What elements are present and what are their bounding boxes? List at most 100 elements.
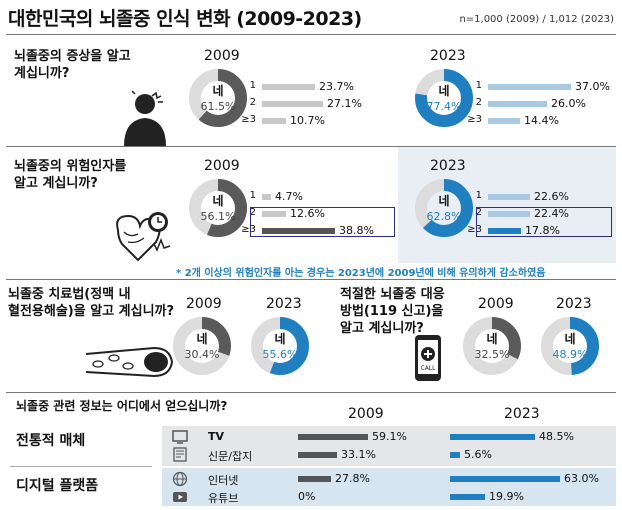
section-divider-3	[6, 392, 616, 393]
symptoms-year-2023: 2023	[430, 48, 466, 64]
section-divider-1	[6, 146, 616, 147]
bar-row: 2 12.6%	[250, 207, 412, 221]
source-bar-2023	[450, 476, 560, 482]
donut-percent: 56.1%	[200, 210, 236, 223]
risk-year-2009: 2009	[204, 158, 240, 174]
donut-yes-label: 네	[274, 332, 286, 346]
donut-yes-label: 네	[196, 332, 208, 346]
donut-percent: 32.5%	[474, 348, 510, 361]
donut-slice	[415, 69, 473, 127]
bar-row: ≥3 38.8%	[241, 224, 412, 238]
source-label: 유튜브	[208, 492, 239, 505]
bar	[488, 101, 547, 107]
d-sym-23-svg	[415, 69, 473, 127]
symptoms-year-2009: 2009	[204, 48, 240, 64]
treatment-year-2023: 2023	[266, 296, 302, 312]
bar-value-label: 22.4%	[534, 207, 569, 220]
risk-2023-panel	[398, 147, 616, 263]
bar-row: 2 22.4%	[476, 207, 622, 221]
bar-category-label: ≥3	[467, 224, 482, 235]
risk-donut-2023: 네 62.8%	[414, 178, 474, 242]
donut-label: 네 48.9%	[540, 332, 600, 362]
heart-clock-icon	[116, 212, 171, 262]
bar-category-label: 1	[249, 190, 256, 201]
traditional-media-band	[162, 426, 616, 466]
bar-category-label: ≥3	[467, 114, 482, 125]
donut-label: 네 55.6%	[250, 332, 310, 362]
bar-row: ≥3 14.4%	[467, 114, 622, 128]
source-value-2023: 63.0%	[564, 472, 599, 485]
bar-value-label: 38.8%	[339, 224, 374, 237]
bar-category-label: 2	[249, 97, 256, 108]
response-question-line2: 방법(119 신고)을	[340, 304, 444, 319]
digital-platform-label: 디지털 플랫폼	[16, 478, 99, 494]
donut-percent: 55.6%	[262, 348, 298, 361]
symptoms-question-line2: 계십니까?	[14, 66, 70, 81]
source-bar-2023	[450, 434, 535, 440]
donut-percent: 30.4%	[184, 348, 220, 361]
bar-category-label: ≥3	[241, 114, 256, 125]
bar-value-label: 10.7%	[290, 114, 325, 127]
bar-value-label: 27.1%	[327, 97, 362, 110]
d-trt-09-svg	[173, 317, 231, 375]
bar	[262, 211, 286, 217]
source-label: 인터넷	[208, 474, 239, 487]
donut-slice	[463, 317, 521, 375]
response-question-line3: 알고 계십니까?	[340, 321, 424, 336]
bar	[262, 84, 315, 90]
source-bar-2009	[298, 434, 368, 440]
bar-value-label: 14.4%	[524, 114, 559, 127]
bar-category-label: 2	[249, 207, 256, 218]
donut-yes-label: 네	[438, 84, 450, 98]
sources-group-divider	[10, 466, 152, 467]
source-label: 신문/잡지	[208, 450, 253, 463]
treatment-donut-2009: 네 30.4%	[172, 316, 232, 380]
bar	[262, 228, 335, 234]
donut-percent: 61.5%	[200, 100, 236, 113]
donut-label: 네 30.4%	[172, 332, 232, 362]
bar-category-label: ≥3	[241, 224, 256, 235]
source-value-2009: 33.1%	[341, 448, 376, 461]
risk-2023-highlight-box	[476, 207, 612, 237]
section-divider-2	[6, 279, 616, 280]
donut-yes-label: 네	[486, 332, 498, 346]
bar	[262, 194, 271, 200]
bar-value-label: 23.7%	[319, 80, 354, 93]
symptoms-question-line1: 뇌졸중의 증상을 알고	[14, 49, 131, 64]
donut-slice	[541, 317, 599, 375]
bar-row: 2 27.1%	[250, 97, 412, 111]
d-sym-09-svg	[189, 69, 247, 127]
donut-yes-label: 네	[438, 194, 450, 208]
donut-label: 네 61.5%	[188, 84, 248, 114]
digital-platform-band	[162, 468, 616, 506]
source-value-2023: 48.5%	[539, 430, 574, 443]
treatment-question-line2: 혈전용해술)을 알고 계십니까?	[8, 304, 175, 319]
donut-slice	[189, 69, 247, 127]
risk-2009-highlight-box	[250, 207, 395, 237]
d-trt-23-svg	[251, 317, 309, 375]
risk-year-2023: 2023	[430, 158, 466, 174]
bar-category-label: 1	[475, 80, 482, 91]
bar-row: ≥3 10.7%	[241, 114, 412, 128]
source-bar-2023	[450, 452, 460, 458]
treatment-donut-2023: 네 55.6%	[250, 316, 310, 380]
response-year-2023: 2023	[556, 296, 592, 312]
bar-value-label: 22.6%	[534, 190, 569, 203]
bar-row: 1 4.7%	[250, 190, 412, 204]
bar	[488, 211, 530, 217]
donut-yes-label: 네	[212, 194, 224, 208]
bar-value-label: 12.6%	[290, 207, 325, 220]
bar-category-label: 2	[475, 97, 482, 108]
source-bar-2009	[298, 476, 331, 482]
donut-percent: 62.8%	[426, 210, 462, 223]
sources-year-2009: 2009	[348, 406, 384, 422]
d-risk-23-svg	[415, 179, 473, 237]
response-donut-2009: 네 32.5%	[462, 316, 522, 380]
bar-value-label: 37.0%	[575, 80, 610, 93]
bar-row: 1 37.0%	[476, 80, 622, 94]
tv-icon	[172, 430, 188, 444]
risk-question: 뇌졸중의 위험인자를 알고 계십니까?	[14, 158, 126, 192]
bar-row: 1 23.7%	[250, 80, 412, 94]
globe-icon	[172, 471, 188, 487]
donut-slice	[251, 317, 309, 375]
